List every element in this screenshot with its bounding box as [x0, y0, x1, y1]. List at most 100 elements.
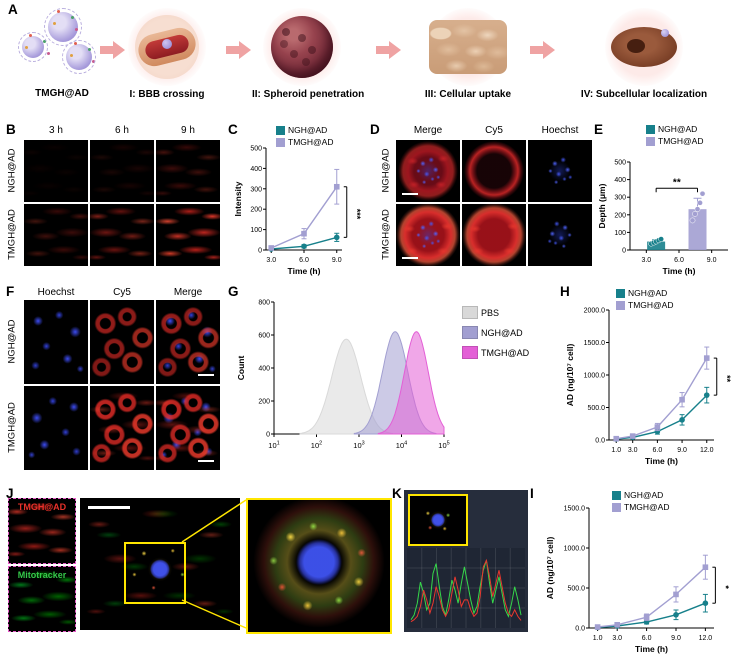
legend-swatch-ngh	[646, 124, 655, 134]
step-spheroid-penetration: II: Spheroid penetration	[252, 8, 365, 100]
svg-text:**: **	[722, 375, 732, 383]
panel-k-label: K	[392, 486, 402, 501]
panel-a-label: A	[8, 2, 18, 17]
nanoparticle-icon	[18, 32, 48, 62]
tmgh-cluster-label: TMGH@AD	[35, 88, 89, 99]
nanoparticle-icon	[162, 39, 172, 49]
legend-swatch-tmgh	[462, 346, 478, 359]
cell-organelle-icon	[611, 27, 677, 67]
svg-text:***: ***	[352, 209, 362, 220]
svg-text:500.0: 500.0	[587, 405, 605, 412]
svg-text:600: 600	[258, 333, 270, 340]
nanoparticle-icon	[44, 8, 82, 46]
legend-swatch-tmgh	[276, 137, 285, 147]
spheroid-ngh-hoechst	[528, 140, 592, 202]
svg-text:Time (h): Time (h)	[288, 266, 321, 276]
d-col-header: Cy5	[485, 125, 503, 136]
svg-text:6.0: 6.0	[299, 257, 309, 264]
panel-i-label: I	[530, 486, 534, 501]
f-row-header: NGH@AD	[6, 319, 18, 364]
panel-g-label: G	[228, 284, 239, 299]
tmgh-nanoparticles-illustration	[18, 8, 106, 82]
svg-text:Time (h): Time (h)	[635, 644, 668, 654]
b-col-header: 9 h	[181, 125, 195, 136]
svg-text:9.0: 9.0	[677, 447, 687, 454]
svg-text:12.0: 12.0	[699, 635, 713, 642]
step-caption: III: Cellular uptake	[424, 89, 512, 100]
step-caption: I: BBB crossing	[129, 89, 205, 100]
legend-swatch-ngh	[616, 288, 625, 298]
b-row-header: TMGH@AD	[6, 209, 18, 260]
spheroid-illustration	[263, 8, 341, 86]
cells-ngh-merge	[156, 300, 220, 384]
nanoparticle-icon	[62, 40, 96, 74]
spheroid-tmgh-hoechst	[528, 204, 592, 266]
svg-text:1500.0: 1500.0	[584, 340, 606, 347]
mitotracker-channel-image: Mitotracker	[8, 566, 76, 632]
colocalization-inset-image	[408, 494, 468, 546]
legend-label-ngh: NGH@AD	[481, 327, 523, 338]
zoomed-cell-image	[246, 498, 392, 634]
spheroid-icon	[271, 16, 333, 78]
legend-label-tmgh: TMGH@AD	[628, 300, 674, 310]
panel-h-label: H	[560, 284, 570, 299]
svg-text:2000.0: 2000.0	[584, 308, 606, 315]
chart-g-legend: PBS NGH@AD TMGH@AD	[462, 306, 529, 366]
svg-text:0.0: 0.0	[595, 438, 605, 445]
chart-i-legend: NGH@AD TMGH@AD	[612, 490, 669, 514]
ad-mito-line-chart: 0.0 500.0 1000.0 1500.0 1.0 3.0 6.0 9.0 12.0 Time…	[545, 506, 730, 655]
chart-c-legend: NGH@AD TMGH@AD	[276, 125, 333, 149]
svg-text:400: 400	[258, 366, 270, 373]
svg-text:100: 100	[250, 227, 262, 234]
micrograph-tmgh-3h	[24, 204, 88, 266]
svg-text:300: 300	[614, 195, 626, 202]
legend-swatch-ngh	[462, 326, 478, 339]
micrograph-ngh-9h	[156, 140, 220, 202]
b-col-header: 6 h	[115, 125, 129, 136]
step-bbb-crossing: I: BBB crossing	[119, 8, 215, 100]
legend-swatch-ngh	[276, 125, 285, 135]
svg-text:0: 0	[258, 248, 262, 255]
svg-text:1.0: 1.0	[593, 635, 603, 642]
svg-text:3.0: 3.0	[628, 447, 638, 454]
svg-text:9.0: 9.0	[707, 257, 717, 264]
svg-text:0: 0	[622, 248, 626, 255]
merged-cell-image	[80, 498, 240, 630]
panel-b-label: B	[6, 122, 16, 137]
d-col-header: Hoechst	[541, 125, 579, 136]
svg-text:104: 104	[396, 441, 407, 451]
panel-d-label: D	[370, 122, 380, 137]
scale-bar	[402, 192, 418, 195]
cells-ngh-cy5	[90, 300, 154, 384]
cell-tissue-icon	[429, 20, 507, 74]
ad-uptake-line-chart: 0.0 500.0 1000.0 1500.0 2000.0 1.0 3.0 6.0 9.0 12…	[565, 308, 732, 467]
svg-text:1.0: 1.0	[611, 447, 621, 454]
cells-tmgh-merge	[156, 386, 220, 470]
legend-label-tmgh: TMGH@AD	[624, 502, 670, 512]
panel-e-label: E	[594, 122, 604, 137]
step-arrow-icon	[376, 40, 402, 65]
legend-label-pbs: PBS	[481, 307, 500, 318]
d-row-header: TMGH@AD	[380, 209, 392, 260]
f-col-header: Cy5	[113, 287, 131, 298]
scale-bar	[402, 256, 418, 259]
step-caption: II: Spheroid penetration	[252, 89, 365, 100]
step-arrow-icon	[100, 40, 126, 65]
micrograph-ngh-6h	[90, 140, 154, 202]
cells-tmgh-hoechst	[24, 386, 88, 470]
svg-text:Time (h): Time (h)	[663, 266, 696, 276]
mitotracker-channel-label: Mitotracker	[17, 570, 67, 580]
zoom-region-box	[124, 542, 186, 604]
blood-vessel-icon	[135, 15, 199, 79]
legend-swatch-ngh	[612, 490, 621, 500]
f-col-header: Merge	[173, 287, 203, 298]
cells-ngh-hoechst	[24, 300, 88, 384]
legend-swatch-tmgh	[646, 136, 655, 146]
cells-tmgh-cy5	[90, 386, 154, 470]
svg-text:**: **	[673, 177, 681, 188]
svg-text:500: 500	[614, 160, 626, 167]
step-arrow-icon	[226, 40, 252, 65]
svg-text:1000.0: 1000.0	[584, 373, 606, 380]
svg-text:400: 400	[614, 177, 626, 184]
legend-swatch-tmgh	[612, 502, 621, 512]
